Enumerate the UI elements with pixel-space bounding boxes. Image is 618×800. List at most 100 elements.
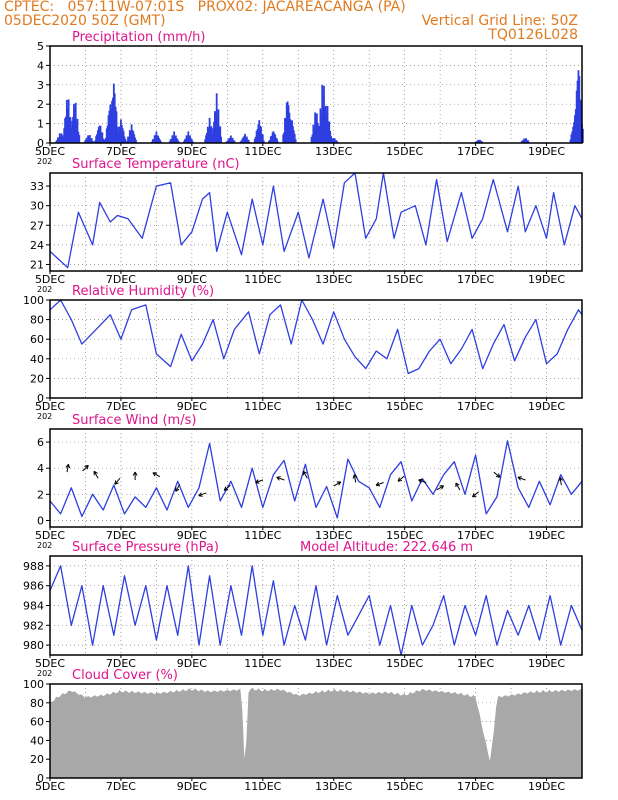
- temp-xtick-label: 13DEC: [315, 273, 352, 286]
- pressure-xtick-label: 9DEC: [177, 657, 207, 670]
- rh-ytick-label: 20: [30, 372, 44, 385]
- temp-ytick-label: 21: [30, 258, 44, 271]
- pressure-ytick-label: 988: [23, 560, 44, 573]
- pressure-frame: [49, 555, 583, 656]
- wind-arrow: [397, 475, 405, 482]
- precip-bar: [176, 139, 179, 143]
- rh-year-label: 202: [37, 412, 52, 421]
- wind-arrow: [82, 464, 89, 472]
- cloud-ytick-label: 20: [30, 753, 44, 766]
- wind-xtick-label: 9DEC: [177, 529, 207, 542]
- precip-bar: [74, 102, 77, 143]
- rh-xtick-label: 13DEC: [315, 400, 352, 413]
- cloud-ytick-label: 100: [23, 678, 44, 691]
- precip-ytick-label: 5: [37, 40, 44, 53]
- temp-xtick-label: 11DEC: [244, 273, 281, 286]
- wind-arrow: [198, 492, 207, 497]
- precip-bar: [177, 141, 180, 143]
- rh-xtick-label: 15DEC: [386, 400, 423, 413]
- cloud-xtick-label: 7DEC: [106, 780, 136, 793]
- cloud-xtick-label: 11DEC: [244, 780, 281, 793]
- rh-ytick-label: 60: [30, 333, 44, 346]
- precip-xtick-label: 15DEC: [386, 145, 423, 158]
- pressure-xtick-label: 11DEC: [244, 657, 281, 670]
- precip-bar: [191, 141, 194, 143]
- wind-xtick-label: 15DEC: [386, 529, 423, 542]
- wind-arrow: [352, 474, 358, 483]
- cloud-xtick-label: 5DEC: [35, 780, 65, 793]
- temp-ytick-label: 33: [30, 180, 44, 193]
- cloud-title: Cloud Cover (%): [72, 668, 178, 683]
- wind-panel: Surface Wind (m/s) 0 2 4 6 5DEC 7DEC 9DEC 11DEC 1…: [35, 413, 583, 550]
- wind-year-label: 202: [37, 541, 52, 550]
- cloud-area: [50, 687, 582, 778]
- wind-xtick-label: 19DEC: [528, 529, 565, 542]
- wind-arrow: [455, 482, 461, 491]
- precip-xtick-label: 9DEC: [177, 145, 207, 158]
- cloud-panel: Cloud Cover (%) 0 20 40 60 80 100 5DEC 7DEC 9DEC 1…: [23, 668, 583, 793]
- precip-bar: [76, 118, 79, 143]
- wind-arrow: [375, 481, 384, 487]
- precip-bar: [330, 136, 332, 143]
- wind-arrow: [472, 491, 479, 498]
- rh-ytick-label: 100: [23, 294, 44, 307]
- cloud-xtick-label: 13DEC: [315, 780, 352, 793]
- temp-frame: [49, 172, 583, 272]
- pressure-ytick-label: 982: [23, 619, 44, 632]
- rh-xtick-label: 11DEC: [244, 400, 281, 413]
- precip-bar: [190, 139, 193, 143]
- wind-xtick-label: 11DEC: [244, 529, 281, 542]
- pressure-series-line: [49, 565, 583, 656]
- rh-xtick-label: 7DEC: [106, 400, 136, 413]
- precip-bar: [233, 140, 236, 143]
- temp-ytick-label: 30: [30, 200, 44, 213]
- precip-bar: [103, 139, 105, 143]
- wind-series-line: [49, 440, 583, 519]
- wind-arrow: [132, 471, 138, 481]
- wind-arrow: [65, 463, 71, 473]
- precip-bar: [90, 138, 93, 143]
- pressure-xtick-label: 5DEC: [35, 657, 65, 670]
- wind-arrow: [302, 470, 308, 479]
- wind-xtick-label: 5DEC: [35, 529, 65, 542]
- precip-xtick-label: 17DEC: [457, 145, 494, 158]
- precip-ytick-label: 4: [37, 59, 44, 72]
- precip-xtick-label: 13DEC: [315, 145, 352, 158]
- rh-xtick-label: 5DEC: [35, 400, 65, 413]
- precip-xtick-label: 7DEC: [106, 145, 136, 158]
- temp-xtick-label: 17DEC: [457, 273, 494, 286]
- cloud-ytick-label: 40: [30, 734, 44, 747]
- temp-title: Surface Temperature (nC): [72, 157, 240, 172]
- pressure-xtick-label: 15DEC: [386, 657, 423, 670]
- header-line1: CPTEC: 057:11W-07:01S PROX02: JACAREACAN…: [4, 0, 406, 15]
- temp-xtick-label: 15DEC: [386, 273, 423, 286]
- precip-bar: [581, 128, 584, 143]
- precip-bar: [159, 141, 162, 143]
- precip-bar: [294, 139, 297, 143]
- pressure-xtick-label: 7DEC: [106, 657, 136, 670]
- precip-bar: [276, 141, 279, 143]
- precip-bar: [219, 126, 222, 143]
- wind-arrow: [255, 479, 264, 484]
- precip-title: Precipitation (mm/h): [72, 30, 205, 45]
- wind-arrow: [175, 484, 181, 492]
- header-line2-left: 05DEC2020 50Z (GMT): [4, 13, 166, 29]
- wind-arrow: [223, 484, 231, 491]
- cloud-ytick-label: 0: [37, 772, 44, 785]
- precip-bar: [261, 134, 264, 143]
- wind-arrow: [517, 476, 526, 481]
- wind-ytick-label: 2: [37, 488, 44, 501]
- wind-arrow: [333, 481, 342, 487]
- header-line3-right: TQ0126L028: [488, 27, 578, 43]
- cloud-frame: [49, 683, 583, 779]
- precip-bar: [220, 136, 223, 143]
- wind-arrow: [558, 477, 563, 486]
- cloud-xtick-label: 17DEC: [457, 780, 494, 793]
- precip-ytick-label: 1: [37, 118, 44, 131]
- temp-xtick-label: 7DEC: [106, 273, 136, 286]
- rh-ytick-label: 80: [30, 314, 44, 327]
- precip-bar: [78, 135, 81, 143]
- precip-bar: [135, 139, 137, 143]
- cloud-xtick-label: 15DEC: [386, 780, 423, 793]
